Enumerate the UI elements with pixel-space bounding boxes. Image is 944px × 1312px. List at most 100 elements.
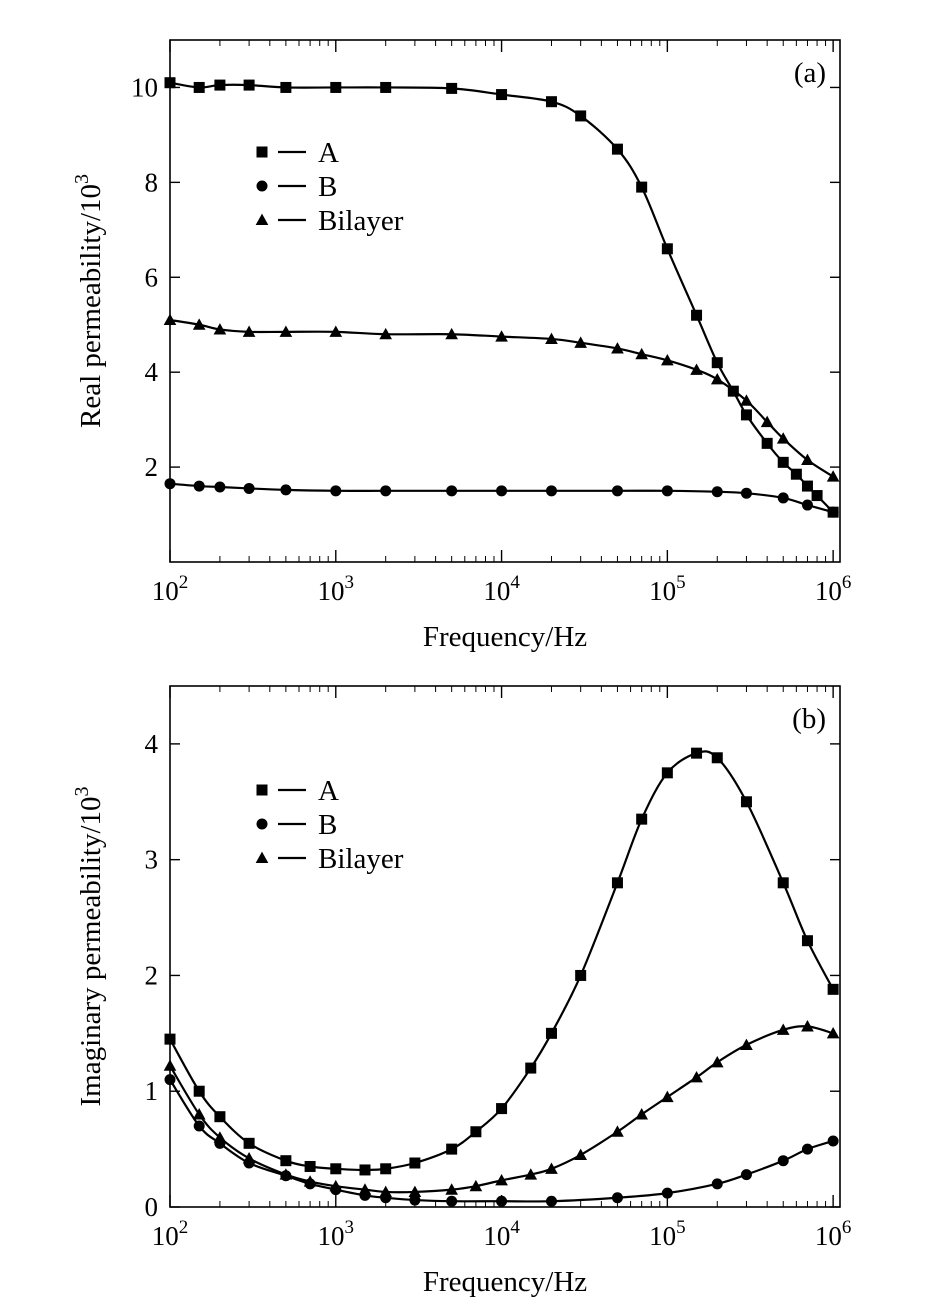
data-point (409, 1194, 421, 1206)
data-point (777, 877, 789, 889)
data-point (193, 1085, 205, 1097)
x-tick-label: 106 (815, 572, 852, 606)
x-tick-label: 104 (483, 1217, 520, 1251)
data-point (545, 485, 557, 497)
data-point (330, 81, 342, 93)
y-tick-label: 4 (145, 357, 159, 387)
data-point (690, 1071, 703, 1083)
x-axis-title: Frequency/Hz (423, 621, 587, 653)
data-point (243, 482, 255, 494)
data-point (636, 813, 648, 825)
series-a (164, 747, 839, 1176)
y-tick-label: 6 (145, 262, 159, 292)
data-point (242, 325, 256, 337)
data-point (777, 492, 789, 504)
data-point (711, 1178, 723, 1190)
chart-panel-b: 102 103 104 105 10601234Frequency/HzImaginar… (71, 685, 851, 1298)
x-tick-label-exponent: 5 (676, 572, 686, 593)
data-point (740, 796, 752, 808)
y-tick-label: 1 (145, 1076, 159, 1106)
data-point (496, 1195, 508, 1207)
data-point (495, 330, 508, 342)
data-point (470, 1126, 482, 1138)
data-point (214, 79, 226, 91)
data-point (691, 309, 703, 321)
data-point (329, 325, 343, 337)
legend-marker-a (256, 784, 268, 796)
x-tick-label-base: 10 (649, 1221, 676, 1251)
data-point (409, 1157, 421, 1169)
plot-frame (169, 685, 841, 1208)
data-point (379, 327, 393, 340)
y-tick-label: 3 (145, 845, 159, 875)
legend-label-a: A (318, 137, 339, 169)
series-bilayer (163, 1020, 840, 1198)
data-point (575, 110, 587, 122)
data-point (776, 1023, 790, 1035)
data-point (193, 1120, 205, 1132)
data-point (611, 877, 623, 889)
x-tick-label: 105 (649, 1217, 686, 1251)
data-point (380, 81, 392, 93)
x-tick-label-exponent: 6 (842, 572, 852, 593)
data-point (303, 1175, 317, 1187)
legend-label-b: B (318, 171, 337, 203)
data-point (304, 1160, 316, 1172)
data-point (801, 480, 813, 492)
data-point (380, 485, 392, 497)
data-point (469, 1179, 483, 1192)
data-point (495, 1174, 508, 1186)
data-point (826, 470, 840, 482)
y-tick-label: 4 (145, 729, 159, 759)
x-tick-label-base: 10 (815, 1221, 842, 1251)
x-tick-label-base: 10 (318, 576, 345, 606)
x-tick-label-exponent: 3 (345, 572, 355, 593)
data-point (524, 1168, 538, 1180)
data-point (545, 332, 558, 345)
data-point (214, 481, 226, 493)
legend-marker-bilayer (255, 851, 269, 864)
data-point (661, 243, 673, 255)
x-tick-label: 104 (483, 572, 520, 606)
data-point (380, 1163, 392, 1175)
y-axis-title-text: Real permeability/10 (75, 184, 107, 428)
data-point (827, 506, 839, 518)
data-point (192, 1108, 206, 1120)
legend-label-a: A (318, 775, 339, 807)
data-point (279, 1168, 293, 1180)
data-point (761, 437, 773, 449)
panel-label: (a) (794, 57, 826, 89)
series-b (164, 1074, 839, 1207)
x-tick-label-base: 10 (483, 1221, 510, 1251)
data-point (827, 983, 839, 995)
data-point (611, 485, 623, 497)
data-point (164, 77, 176, 89)
data-point (164, 1074, 176, 1086)
x-tick-label-base: 10 (152, 576, 179, 606)
y-tick-label: 2 (145, 452, 159, 482)
data-point (826, 1027, 840, 1039)
data-point (661, 353, 674, 366)
data-point (330, 485, 342, 497)
y-tick-label: 10 (131, 72, 158, 102)
data-point (827, 1135, 839, 1147)
data-point (635, 347, 648, 360)
data-point (164, 1033, 176, 1045)
series-line-bilayer (169, 318, 834, 478)
x-tick-label-exponent: 4 (510, 572, 520, 593)
panel-label: (b) (792, 703, 826, 735)
data-point (446, 1195, 458, 1207)
data-point (711, 486, 723, 498)
data-point (776, 432, 790, 444)
plot-frame (169, 39, 841, 563)
legend-marker-bilayer (255, 213, 269, 226)
data-point (545, 96, 557, 108)
x-tick-label: 103 (318, 572, 355, 606)
series-b (164, 478, 839, 518)
data-point (445, 1183, 458, 1195)
data-point (740, 409, 752, 421)
data-point (801, 935, 813, 947)
data-point (280, 484, 292, 496)
